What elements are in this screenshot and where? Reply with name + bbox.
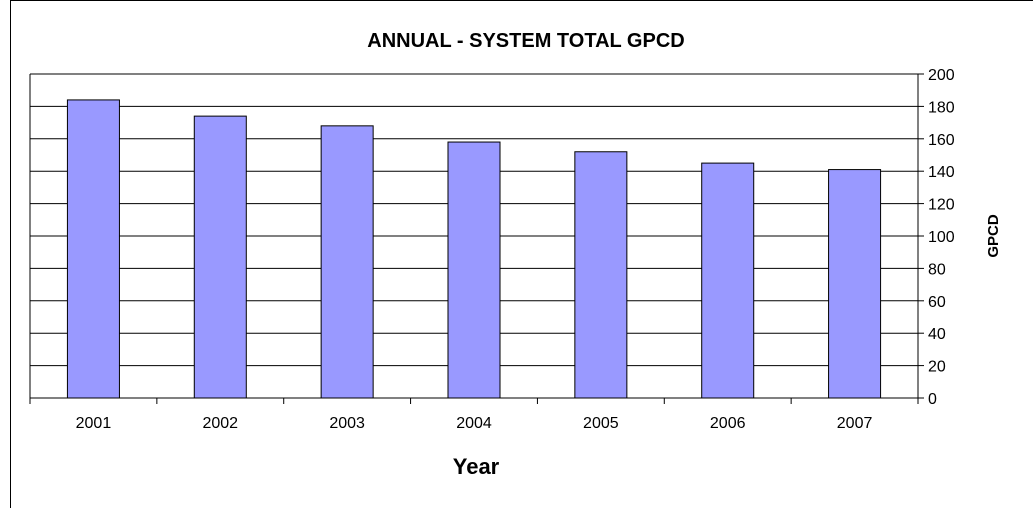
bar-2006	[701, 162, 755, 399]
bars	[66, 99, 882, 399]
x-tick-label-2006: 2006	[710, 415, 746, 432]
y-tick-label-40: 40	[928, 326, 946, 343]
y-tick-label-60: 60	[928, 294, 946, 311]
bar-2005	[574, 151, 628, 399]
y-tick-label-160: 160	[928, 132, 955, 149]
bar-2004	[447, 141, 501, 399]
chart-frame	[10, 0, 1033, 508]
chart-title: ANNUAL - SYSTEM TOTAL GPCD	[367, 30, 684, 52]
bar-2001	[66, 99, 120, 399]
bar-2003	[320, 125, 374, 399]
x-tick-label-2004: 2004	[456, 415, 492, 432]
y-tick-label-20: 20	[928, 359, 946, 376]
x-tick-label-2007: 2007	[837, 415, 873, 432]
x-axis-label: Year	[453, 454, 500, 479]
bar-2002	[193, 115, 247, 399]
axes	[29, 73, 924, 404]
x-tick-label-2003: 2003	[329, 415, 365, 432]
y-tick-labels: 0 20 40 60 80 100 120 140 160 180 200	[928, 67, 955, 408]
x-tick-label-2002: 2002	[202, 415, 238, 432]
y-tick-label-140: 140	[928, 164, 955, 181]
x-tick-label-2005: 2005	[583, 415, 619, 432]
x-tick-label-2001: 2001	[76, 415, 112, 432]
bar-2007	[828, 169, 882, 399]
y-tick-label-0: 0	[928, 391, 937, 408]
y-tick-label-120: 120	[928, 197, 955, 214]
y-tick-label-200: 200	[928, 67, 955, 84]
y-tick-label-100: 100	[928, 229, 955, 246]
y-tick-label-180: 180	[928, 99, 955, 116]
y-axis-label: GPCD	[985, 214, 1002, 258]
y-tick-label-80: 80	[928, 261, 946, 278]
x-tick-labels: 2001 2002 2003 2004 2005 2006 2007	[76, 415, 873, 432]
